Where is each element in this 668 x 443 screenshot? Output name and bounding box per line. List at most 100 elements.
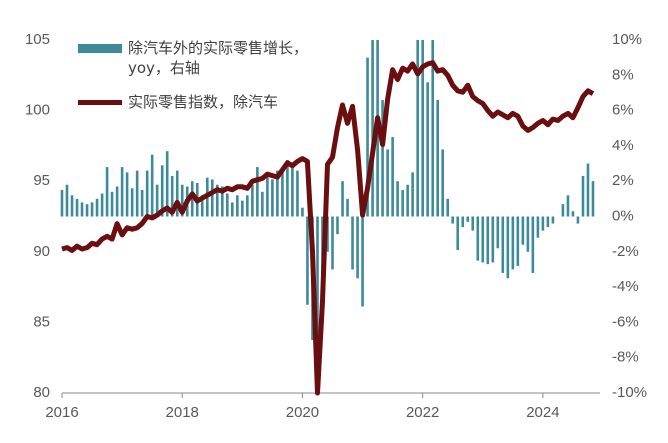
y2-tick-label: 10% <box>612 31 642 48</box>
bar <box>576 216 580 224</box>
bar <box>210 179 214 217</box>
legend-swatch <box>78 100 122 105</box>
bar <box>221 186 224 217</box>
legend-item: 除汽车外的实际零售增长，yoy，右轴 <box>78 38 314 78</box>
bar <box>541 216 545 231</box>
bar <box>456 216 460 251</box>
bar <box>481 216 485 263</box>
legend-label: 除汽车外的实际零售增长，yoy，右轴 <box>128 39 309 77</box>
bar <box>396 181 399 217</box>
bar <box>236 195 239 217</box>
legend-swatch <box>78 44 122 53</box>
bar <box>526 216 530 252</box>
bar <box>306 216 309 305</box>
y2-tick-label: 4% <box>612 137 634 154</box>
bar <box>381 100 384 217</box>
bar <box>60 190 64 217</box>
x-tick-label: 2018 <box>166 404 199 421</box>
bar <box>291 167 294 217</box>
legend-label: 实际零售指数，除汽车 <box>128 93 279 111</box>
y2-tick-label: -6% <box>612 313 639 330</box>
bar <box>70 195 74 217</box>
y2-tick-label: 6% <box>612 102 634 119</box>
bar <box>441 149 444 217</box>
y2-tick-label: 2% <box>612 172 634 189</box>
bar <box>531 216 535 273</box>
y-tick-label: 105 <box>25 31 50 48</box>
y-tick-label: 95 <box>33 172 50 189</box>
bar <box>366 57 369 217</box>
bar <box>140 190 144 217</box>
bar <box>261 191 264 217</box>
line <box>61 60 595 396</box>
bar <box>296 170 299 217</box>
bar <box>256 167 259 217</box>
bar <box>521 216 525 245</box>
bar <box>246 195 249 217</box>
bar <box>125 172 129 217</box>
bar <box>346 198 349 217</box>
bar <box>561 204 565 217</box>
y-tick-label: 100 <box>25 102 50 119</box>
x-tick-label: 2016 <box>45 404 78 421</box>
bar <box>276 170 279 217</box>
bar <box>401 190 404 217</box>
y-tick-label: 90 <box>33 243 50 260</box>
bar <box>175 170 179 217</box>
bar <box>145 170 149 217</box>
bar <box>331 216 334 270</box>
bar <box>336 216 339 235</box>
bar <box>155 184 159 217</box>
bar <box>100 193 104 217</box>
bar <box>386 149 389 217</box>
bar <box>486 216 490 265</box>
bar <box>75 198 79 217</box>
bar <box>251 184 254 217</box>
bar <box>451 216 455 224</box>
bar <box>190 181 194 217</box>
bar <box>431 40 435 217</box>
bar <box>516 216 520 266</box>
y2-tick-label: -4% <box>612 278 639 295</box>
bar <box>301 207 304 217</box>
bar <box>341 181 344 217</box>
bar <box>115 186 119 217</box>
bar <box>130 188 134 217</box>
bar <box>281 168 284 217</box>
bar <box>215 184 219 217</box>
bar <box>421 40 424 217</box>
bar <box>426 82 429 217</box>
bar <box>65 184 69 217</box>
bar <box>506 216 510 279</box>
bar <box>90 202 94 217</box>
bar <box>110 191 114 217</box>
bar <box>165 151 169 217</box>
y-tick-label: 80 <box>33 384 50 401</box>
bar <box>571 211 575 217</box>
legend-item: 实际零售指数，除汽车 <box>78 92 314 112</box>
bar <box>85 204 89 217</box>
bar <box>150 154 154 217</box>
bar <box>105 167 109 217</box>
bar <box>586 163 590 217</box>
y2-tick-label: 8% <box>612 66 634 83</box>
bar <box>471 216 475 231</box>
bar <box>241 200 244 217</box>
bar <box>476 216 480 261</box>
bar <box>356 216 359 279</box>
bar <box>391 137 394 217</box>
bar <box>546 216 550 228</box>
bar <box>271 179 274 217</box>
y-tick-label: 85 <box>33 313 50 330</box>
bar <box>351 216 354 270</box>
x-tick-label: 2024 <box>526 404 559 421</box>
bar <box>446 198 450 217</box>
bar <box>536 216 540 238</box>
bar <box>466 216 470 222</box>
bar <box>120 167 124 217</box>
y2-tick-label: -2% <box>612 243 639 260</box>
bar <box>581 175 585 217</box>
bar <box>496 216 500 249</box>
